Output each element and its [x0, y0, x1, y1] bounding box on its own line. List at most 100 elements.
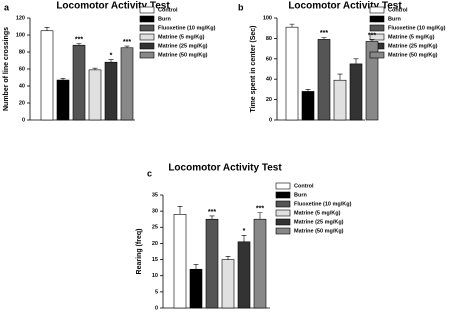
legend-swatch	[369, 33, 385, 41]
bar	[349, 63, 363, 121]
legend-label: Control	[158, 7, 178, 13]
chart-title: Locomotor Activity Test	[168, 163, 282, 174]
y-tick-label: 60	[19, 66, 25, 72]
panel-label: c	[147, 168, 152, 178]
error-bar	[92, 67, 98, 70]
legend-label: Burn	[158, 16, 171, 22]
legend-swatch	[139, 6, 155, 14]
significance-label: *	[243, 228, 246, 235]
legend-swatch	[275, 200, 291, 208]
significance-label: ***	[123, 39, 131, 46]
legend-label: Matrine (5 mg/Kg)	[158, 34, 205, 40]
bar	[173, 214, 187, 309]
legend-label: Burn	[388, 16, 401, 22]
legend-label: Fluoxetine (10 mg/Kg)	[388, 25, 446, 31]
error-bar	[257, 212, 263, 220]
error-bar	[124, 45, 130, 48]
legend-label: Matrine (25 mg/Kg)	[388, 43, 438, 49]
legend-swatch	[275, 182, 291, 190]
legend-label: Control	[294, 183, 314, 189]
legend-label: Matrine (50 mg/Kg)	[388, 52, 438, 58]
significance-label: *	[110, 52, 113, 59]
significance-label: ###	[302, 94, 314, 101]
legend-swatch	[369, 15, 385, 23]
bar	[221, 259, 235, 309]
y-tick-label: 0	[22, 117, 25, 123]
legend-swatch	[139, 15, 155, 23]
bar	[40, 30, 54, 121]
bar	[72, 44, 86, 121]
panel-label: b	[238, 2, 244, 12]
y-tick-label: 40	[19, 83, 25, 89]
y-tick-label: 0	[269, 117, 272, 123]
y-tick-label: 20	[266, 97, 272, 103]
error-bar	[353, 58, 359, 64]
bar	[333, 79, 347, 121]
legend-swatch	[275, 209, 291, 217]
error-bar	[369, 39, 375, 42]
y-tick-label: 40	[266, 77, 272, 83]
legend-label: Control	[388, 7, 408, 13]
legend-swatch	[369, 6, 385, 14]
error-bar	[305, 89, 311, 92]
bar	[285, 26, 299, 121]
legend-swatch	[275, 218, 291, 226]
y-tick-label: 80	[19, 49, 25, 55]
y-axis-label: Rearing (freq)	[136, 229, 143, 275]
y-tick-label: 100	[263, 15, 272, 21]
y-tick-label: 100	[16, 32, 25, 38]
y-tick-label: 120	[16, 15, 25, 21]
legend-label: Matrine (50 mg/Kg)	[158, 52, 208, 58]
bar	[237, 241, 251, 309]
error-bar	[76, 43, 82, 46]
legend-label: Matrine (25 mg/Kg)	[294, 219, 344, 225]
y-tick-label: 30	[152, 209, 158, 215]
error-bar	[193, 264, 199, 270]
y-tick-label: 35	[152, 192, 158, 198]
legend-swatch	[369, 51, 385, 59]
error-bar	[60, 78, 66, 81]
legend-label: Matrine (25 mg/Kg)	[158, 43, 208, 49]
error-bar	[241, 235, 247, 242]
bar	[253, 218, 267, 309]
significance-label: ***	[75, 36, 83, 43]
error-bar	[337, 73, 343, 81]
legend-label: Fluoxetine (10 mg/Kg)	[294, 201, 352, 207]
error-bar	[177, 206, 183, 215]
y-tick-label: 15	[152, 257, 158, 263]
error-bar	[289, 23, 295, 28]
legend-swatch	[275, 191, 291, 199]
chart-title: Locomotor Activity Test	[56, 1, 170, 12]
significance-label: ###	[57, 83, 69, 90]
y-tick-label: 20	[19, 100, 25, 106]
y-tick-label: 5	[155, 289, 158, 295]
error-bar	[44, 27, 50, 31]
y-axis-label: Number of line crossings	[3, 27, 10, 111]
error-bar	[209, 215, 215, 220]
significance-label: ***	[320, 30, 328, 37]
y-tick-label: 10	[152, 273, 158, 279]
bar	[205, 218, 219, 309]
legend-label: Fluoxetine (10 mg/Kg)	[158, 25, 216, 31]
y-tick-label: 80	[266, 36, 272, 42]
bar	[120, 47, 134, 121]
y-tick-label: 25	[152, 225, 158, 231]
legend-swatch	[139, 33, 155, 41]
error-bar	[108, 59, 114, 63]
legend-swatch	[139, 51, 155, 59]
error-bar	[321, 37, 327, 40]
y-axis-label: Time spent in center (Sec)	[250, 25, 257, 112]
bar	[317, 39, 331, 121]
bar	[104, 61, 118, 121]
y-tick-label: 60	[266, 56, 272, 62]
legend-label: Matrine (5 mg/Kg)	[294, 210, 341, 216]
significance-label: ***	[208, 209, 216, 216]
bar	[88, 69, 102, 121]
legend-label: Burn	[294, 192, 307, 198]
legend-label: Matrine (50 mg/Kg)	[294, 228, 344, 234]
legend-swatch	[369, 24, 385, 32]
significance-label: ***	[368, 32, 376, 39]
error-bar	[225, 256, 231, 260]
panel-label: a	[4, 2, 10, 12]
